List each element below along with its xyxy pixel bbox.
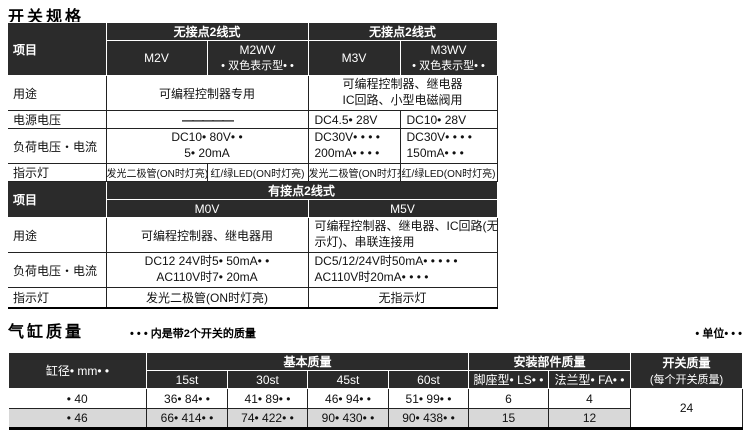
mass-cell-15st: 66• 414• • (146, 408, 228, 429)
usage-m2v-m2wv: 可编程控制器专用 (105, 75, 309, 111)
switch-mass-line2: (每个开关质量) (649, 374, 724, 386)
mass-cell-30st: 41• 89• • (227, 388, 308, 409)
model-subnote: • 双色表示型• • (412, 60, 485, 72)
load-m3wv: DC30V• • • • 150mA• • • (399, 128, 498, 164)
basic-mass-header: 基本质量 (145, 352, 470, 371)
group-header-solid-right: 无接点2线式 (307, 22, 498, 41)
row-label-indicator-2: 指示灯 (8, 287, 107, 308)
stroke-header-15st: 15st (146, 370, 228, 389)
row-label-usage: 用途 (8, 75, 107, 111)
mass-section-title: 气缸质量 (8, 324, 85, 341)
stroke-header-30st: 30st (227, 370, 308, 389)
indicator-m2v: 发光二极管(ON时灯亮) (105, 163, 208, 182)
flange-mass-cell: 12 (548, 408, 632, 429)
row-label-load-2: 负荷电压・电流 (8, 252, 107, 288)
group-header-solid-left: 无接点2线式 (105, 22, 309, 41)
usage-line2: 示灯)、串联连接用 (314, 235, 415, 249)
flange-mount-header: 法兰型• FA• • (548, 370, 632, 389)
model-subnote: • 双色表示型• • (221, 60, 294, 72)
mass-cell-15st: 36• 84• • (146, 388, 228, 409)
load-line1: DC12 24V时5• 50mA• • (144, 254, 270, 269)
usage-m3v-m3wv: 可编程控制器、继电器 IC回路、小型电磁阀用 (307, 75, 498, 111)
load-m3v: DC30V• • • • 200mA• • • • (307, 128, 401, 164)
indicator-m2wv: 红/绿LED(ON时灯亮) (206, 163, 309, 182)
load-line2: AC110V时7• 20mA (156, 270, 258, 284)
unit-note: • 单位• • • (695, 328, 742, 340)
switch-mass-cell: 24 (630, 388, 744, 429)
row-label-supply: 电源电压 (8, 110, 107, 129)
bore-cell: • 40 (8, 388, 147, 409)
switch-mass-header: 开关质量 (每个开关质量) (630, 352, 744, 389)
usage-line1: 可编程控制器、继电器 (342, 77, 463, 92)
usage-line2: IC回路、小型电磁阀用 (342, 93, 463, 107)
model-header-m0v: M0V (105, 199, 309, 218)
load-line1: DC30V• • • • (406, 130, 473, 145)
mass-cell-45st: 46• 94• • (307, 388, 389, 409)
spec-section-title: 开关规格 (8, 9, 85, 26)
usage-line1: 可编程控制器、继电器、IC回路(无指 (314, 219, 497, 234)
indicator-m3v: 发光二极管(ON时灯亮) (307, 163, 401, 182)
load-m2v-m2wv: DC10• 80V• • 5• 20mA (105, 128, 309, 164)
model-name: M3WV (430, 43, 467, 57)
supply-m3v: DC4.5• 28V (307, 110, 401, 129)
load-m0v: DC12 24V时5• 50mA• • AC110V时7• 20mA (105, 252, 309, 288)
row-label-load: 负荷电压・电流 (8, 128, 107, 164)
mass-cell-60st: 90• 438• • (387, 408, 470, 429)
row-label-indicator: 指示灯 (8, 163, 107, 182)
switch-mass-line1: 开关质量 (662, 356, 711, 370)
load-line2: 200mA• • • • (314, 146, 380, 160)
load-line1: DC30V• • • • (314, 130, 381, 145)
model-header-m5v: M5V (307, 199, 498, 218)
supply-m3wv: DC10• 28V (399, 110, 498, 129)
item-header-2: 项目 (8, 181, 107, 218)
supply-m2v-m2wv: ————— (105, 110, 309, 129)
model-name: M2WV (239, 43, 276, 57)
model-header-m3v: M3V (307, 40, 401, 76)
indicator-m5v: 无指示灯 (307, 287, 498, 308)
mass-cell-45st: 90• 430• • (307, 408, 389, 429)
dash-value: ————— (182, 112, 234, 127)
flange-mass-cell: 4 (548, 388, 632, 409)
indicator-m3wv: 红/绿LED(ON时灯亮) (399, 163, 498, 182)
load-line1: DC10• 80V• • (171, 130, 243, 145)
stroke-header-45st: 45st (307, 370, 389, 389)
mass-cell-30st: 74• 422• • (227, 408, 308, 429)
model-header-m2v: M2V (105, 40, 208, 76)
group-header-reed: 有接点2线式 (105, 181, 498, 200)
table-row: • 40 36• 84• • 41• 89• • 46• 94• • 51• 9… (8, 388, 744, 429)
usage-m0v: 可编程控制器、继电器用 (105, 217, 309, 253)
model-header-m3wv: M3WV • 双色表示型• • (399, 40, 498, 76)
bore-header: 缸径• mm• • (8, 352, 147, 389)
row-label-usage-2: 用途 (8, 217, 107, 253)
indicator-m0v: 发光二极管(ON时灯亮) (105, 287, 309, 308)
item-header: 项目 (8, 22, 107, 76)
model-header-m2wv: M2WV • 双色表示型• • (206, 40, 309, 76)
foot-mount-header: 脚座型• LS• • (468, 370, 550, 389)
foot-mass-cell: 6 (468, 388, 550, 409)
stroke-header-60st: 60st (387, 370, 470, 389)
load-line2: 5• 20mA (184, 146, 230, 160)
cylinder-mass-table: 缸径• mm• • 基本质量 安装部件质量 开关质量 (每个开关质量) 15st… (8, 352, 744, 430)
mass-cell-60st: 51• 99• • (387, 388, 470, 409)
load-line2: 150mA• • • (406, 146, 464, 160)
load-line1: DC5/12/24V时50mA• • • • • (314, 254, 458, 269)
mass-note: • • • 内是带2个开关的质量 (130, 328, 256, 340)
table-row: • 46 66• 414• • 74• 422• • 90• 430• • 90… (8, 408, 743, 429)
switch-spec-table: 项目 无接点2线式 无接点2线式 M2V M2WV • 双色表示型• • M3V… (8, 22, 498, 309)
load-line2: AC110V时20mA• • • • (314, 270, 429, 284)
foot-mass-cell: 15 (468, 408, 550, 429)
usage-m5v: 可编程控制器、继电器、IC回路(无指 示灯)、串联连接用 (307, 217, 498, 253)
load-m5v: DC5/12/24V时50mA• • • • • AC110V时20mA• • … (307, 252, 498, 288)
bore-cell: • 46 (8, 408, 147, 429)
mount-mass-header: 安装部件质量 (468, 352, 632, 371)
